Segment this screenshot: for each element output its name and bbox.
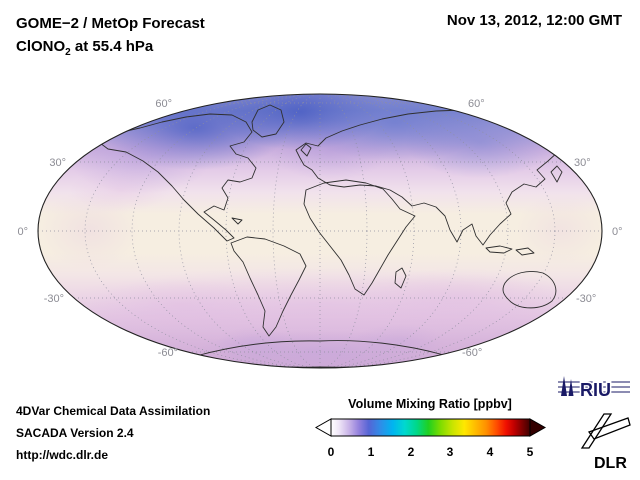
coastline-greenland xyxy=(251,104,285,138)
colorbar-ticks: 0 1 2 3 4 5 xyxy=(328,445,534,459)
lat-label-left-m60: -60° xyxy=(158,347,178,359)
forecast-datetime: Nov 13, 2012, 12:00 GMT xyxy=(446,12,622,29)
graticule xyxy=(38,94,602,368)
coastline-eurasia xyxy=(295,109,560,246)
species-subscript: 2 xyxy=(65,47,71,59)
map-outline xyxy=(37,93,603,369)
coastline-north-america xyxy=(99,113,257,242)
colorbar-tick-3: 3 xyxy=(447,445,454,459)
colorbar-tick-0: 0 xyxy=(328,445,335,459)
lat-label-left-0: 0° xyxy=(17,226,28,238)
colorbar-left-arrow xyxy=(314,418,332,437)
plot-title: GOME−2 / MetOp Forecast xyxy=(16,15,205,32)
coastline-japan xyxy=(550,165,563,183)
colorbar-title: Volume Mixing Ratio [ppbv] xyxy=(348,397,512,411)
coastline-new-zealand xyxy=(566,299,576,313)
colorbar-tick-5: 5 xyxy=(527,445,534,459)
riu-logo-text: RIU xyxy=(580,380,611,400)
lat-label-right-0: 0° xyxy=(612,226,623,238)
version-label: SACADA Version 2.4 xyxy=(16,426,134,440)
dlr-logo-text: DLR xyxy=(594,455,627,472)
coastline-madagascar xyxy=(394,267,407,289)
coastline-south-america xyxy=(230,236,307,337)
coastline-australia xyxy=(502,271,557,309)
lat-label-right-m30: -30° xyxy=(576,293,596,305)
dlr-wing-icon xyxy=(580,413,631,449)
plot-title-block: GOME−2 / MetOp Forecast ClONO2 at 55.4 h… xyxy=(16,12,205,61)
lat-label-left-60: 60° xyxy=(155,98,172,110)
coastline-indonesia xyxy=(485,245,535,256)
lat-label-right-m60: -60° xyxy=(462,347,482,359)
dlr-logo: DLR xyxy=(580,413,631,472)
species-name: ClONO xyxy=(16,38,66,56)
lat-label-right-30: 30° xyxy=(574,157,591,169)
lat-label-left-30: 30° xyxy=(49,157,66,169)
plot-subtitle: ClONO2 at 55.4 hPa xyxy=(16,35,205,61)
assimilation-label: 4DVar Chemical Data Assimilation xyxy=(16,404,211,418)
colorbar-tick-4: 4 xyxy=(487,445,494,459)
riu-logo: RIU xyxy=(558,376,630,402)
footer-credits: 4DVar Chemical Data Assimilation SACADA … xyxy=(16,400,210,466)
colorbar-gradient xyxy=(330,418,531,437)
latitude-labels: 60° 30° 0° -30° -60° 60° 30° 0° -30° -60… xyxy=(17,98,622,359)
colorbar: 0 1 2 3 4 5 xyxy=(314,418,547,459)
colorbar-right-arrow xyxy=(529,418,547,437)
lat-label-left-m30: -30° xyxy=(44,293,64,305)
colorbar-tick-2: 2 xyxy=(408,445,415,459)
riu-tower-icon xyxy=(561,376,574,396)
colorbar-tick-1: 1 xyxy=(368,445,375,459)
coastline-britain xyxy=(300,143,312,157)
pressure-level: at 55.4 hPa xyxy=(70,38,154,56)
lat-label-right-60: 60° xyxy=(468,98,485,110)
coastline-caribbean xyxy=(231,217,243,225)
url-label: http://wdc.dlr.de xyxy=(16,448,108,462)
